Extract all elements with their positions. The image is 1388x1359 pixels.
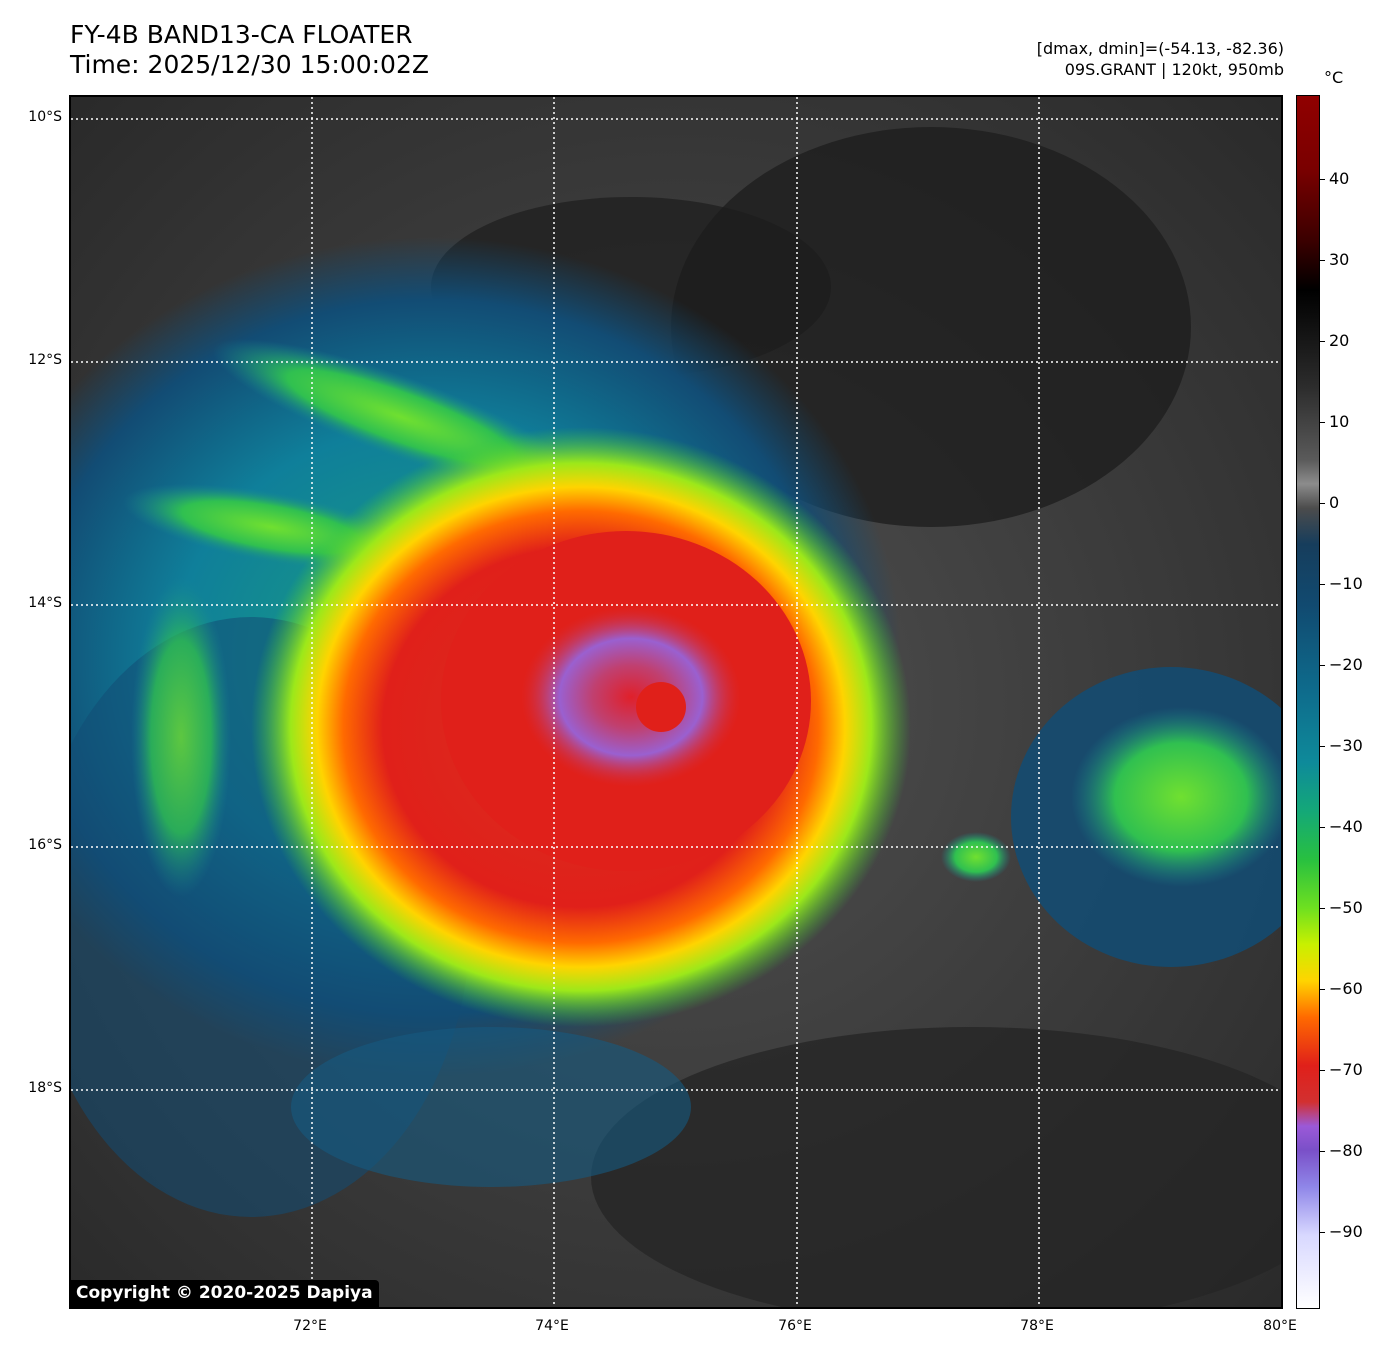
satellite-image <box>69 95 1283 1309</box>
stats-range: [dmax, dmin]=(-54.13, -82.36) <box>1036 39 1284 58</box>
colorbar-tick <box>1320 1070 1325 1071</box>
title-product: FY-4B BAND13-CA FLOATER <box>70 20 413 49</box>
lon-label-80e: 80°E <box>1263 1318 1297 1334</box>
colorbar-tick-label: −70 <box>1329 1060 1363 1079</box>
lat-label-12s: 12°S <box>28 352 62 368</box>
lat-label-14s: 14°S <box>28 595 62 611</box>
colorbar <box>1296 95 1320 1309</box>
colorbar-tick-label: −20 <box>1329 655 1363 674</box>
lat-label-10s: 10°S <box>28 109 62 125</box>
colorbar-tick-label: −40 <box>1329 817 1363 836</box>
colorbar-tick <box>1320 341 1325 342</box>
colorbar-tick-label: −30 <box>1329 736 1363 755</box>
stats-storm: 09S.GRANT | 120kt, 950mb <box>1064 60 1284 79</box>
colorbar-tick-label: −90 <box>1329 1222 1363 1241</box>
ir-imagery <box>71 97 1281 1307</box>
colorbar-tick <box>1320 422 1325 423</box>
lon-label-72e: 72°E <box>293 1318 327 1334</box>
colorbar-tick <box>1320 260 1325 261</box>
colorbar-tick <box>1320 179 1325 180</box>
lat-label-16s: 16°S <box>28 837 62 853</box>
colorbar-tick-label: −10 <box>1329 574 1363 593</box>
lon-label-74e: 74°E <box>535 1318 569 1334</box>
colorbar-tick <box>1320 908 1325 909</box>
colorbar-tick <box>1320 746 1325 747</box>
lon-label-78e: 78°E <box>1020 1318 1054 1334</box>
title-time: Time: 2025/12/30 15:00:02Z <box>70 50 429 79</box>
colorbar-tick-label: −60 <box>1329 979 1363 998</box>
colorbar-tick-label: 10 <box>1329 412 1350 431</box>
colorbar-tick <box>1320 827 1325 828</box>
colorbar-tick <box>1320 503 1325 504</box>
figure-stats: [dmax, dmin]=(-54.13, -82.36) 09S.GRANT … <box>1037 38 1284 80</box>
colorbar-tick-label: −50 <box>1329 898 1363 917</box>
colorbar-tick <box>1320 989 1325 990</box>
colorbar-tick-label: −80 <box>1329 1141 1363 1160</box>
copyright-label: Copyright © 2020-2025 Dapiya <box>71 1280 379 1307</box>
colorbar-tick-label: 30 <box>1329 250 1350 269</box>
colorbar-tick <box>1320 1151 1325 1152</box>
colorbar-tick-label: 20 <box>1329 331 1350 350</box>
grid-lines <box>71 97 1281 1307</box>
colorbar-tick <box>1320 665 1325 666</box>
lat-label-18s: 18°S <box>28 1080 62 1096</box>
colorbar-tick-label: 40 <box>1329 169 1350 188</box>
lon-label-76e: 76°E <box>778 1318 812 1334</box>
colorbar-tick-label: 0 <box>1329 493 1340 512</box>
figure-title: FY-4B BAND13-CA FLOATER Time: 2025/12/30… <box>70 20 429 80</box>
colorbar-unit: °C <box>1324 68 1344 87</box>
colorbar-tick <box>1320 1232 1325 1233</box>
colorbar-tick <box>1320 584 1325 585</box>
